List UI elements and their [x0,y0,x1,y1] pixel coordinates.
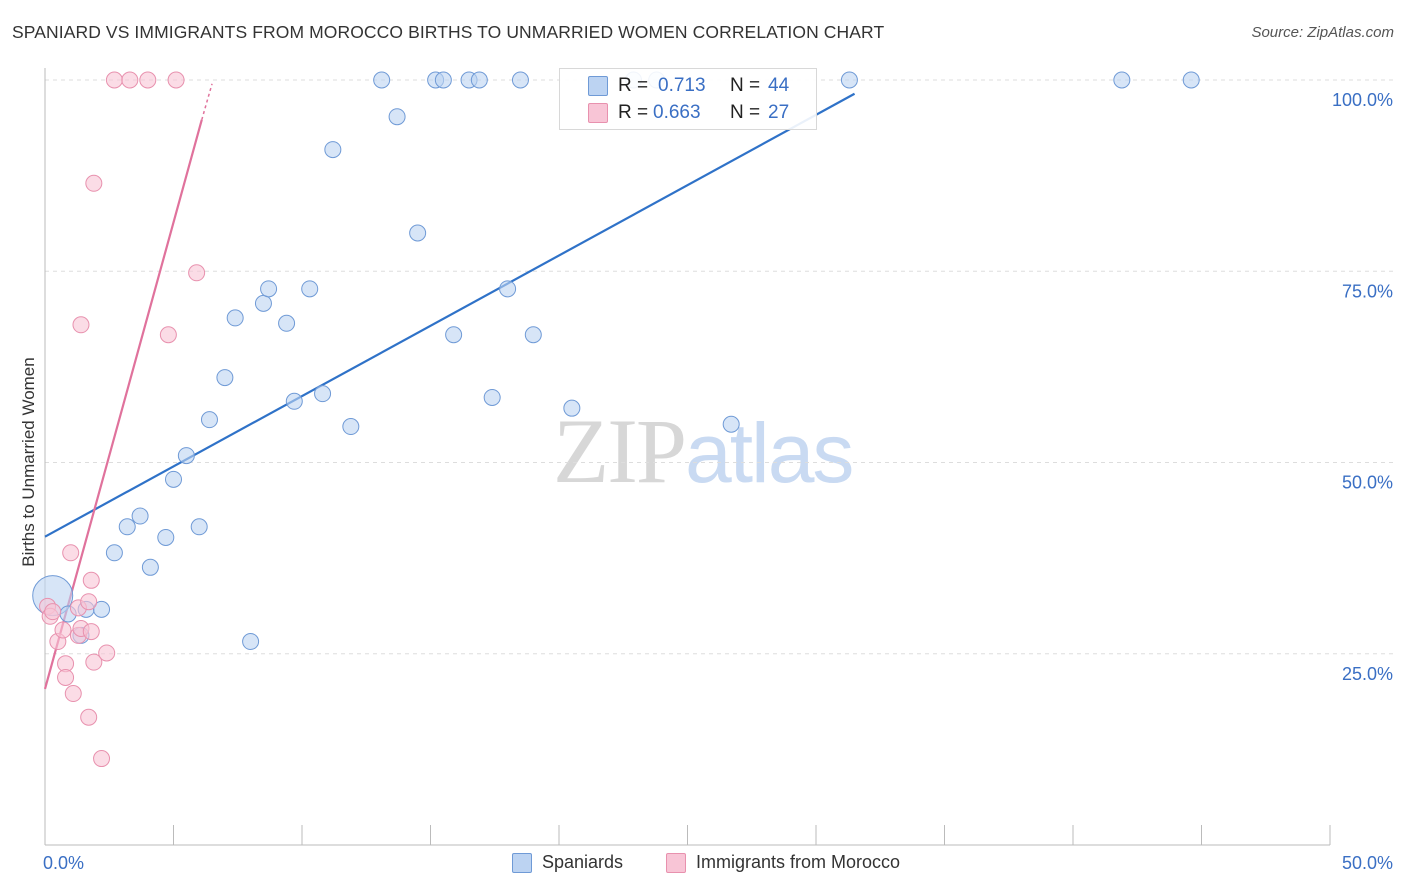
spaniard-point [105,544,123,562]
legend-swatch-pink [588,103,608,123]
spaniard-point [200,411,218,429]
x-tick-label: 0.0% [43,853,84,873]
spaniard-point [524,326,542,344]
spaniard-point [409,224,427,242]
spaniard-point [1113,71,1131,89]
spaniard-point [131,507,149,525]
morocco-point [80,708,98,726]
chart-title: SPANIARD VS IMMIGRANTS FROM MOROCCO BIRT… [12,22,885,42]
grid-lines [45,79,1395,655]
morocco-point [121,71,139,89]
spaniard-point [301,280,319,298]
morocco-point [44,603,62,621]
morocco-point [98,644,116,662]
morocco-point [54,621,72,639]
spaniard-point [254,294,272,312]
r-value: 0.663 [653,102,701,123]
spaniard-point [216,369,234,387]
n-value: 27 [768,102,790,123]
spaniard-point [141,558,159,576]
spaniard-point [499,280,517,298]
correlation-legend: R = 0.713 N = 44 R = 0.663 N = 27 [559,68,817,130]
spaniards-trend-line [44,92,856,538]
morocco-point [57,668,75,686]
spaniard-point [511,71,529,89]
y-tick-label: 75.0% [1342,281,1393,301]
spaniard-point [840,71,858,89]
spaniard-point [285,392,303,410]
spaniard-point [434,71,452,89]
y-tick-label: 25.0% [1342,664,1393,684]
spaniard-point [1182,71,1200,89]
r-value: 0.713 [658,75,706,96]
spaniard-point [190,518,208,536]
morocco-point [64,685,82,703]
morocco-point [85,653,103,671]
legend-label-spaniards: Spaniards [542,852,624,872]
spaniard-point [722,415,740,433]
morocco-point [159,326,177,344]
morocco-point [72,316,90,334]
spaniard-point [483,388,501,406]
spaniard-point [278,314,296,332]
spaniard-point [563,399,581,417]
morocco-trend-extension [201,83,213,120]
spaniard-point [242,633,260,651]
legend-row-spaniards: R = 0.713 N = 44 [560,73,816,99]
legend-label-morocco: Immigrants from Morocco [696,852,901,872]
morocco-point [82,623,100,641]
y-tick-label: 100.0% [1332,90,1393,110]
axes [44,68,1331,846]
morocco-point [80,593,98,611]
spaniard-point [388,108,406,126]
legend-swatch-blue [588,76,608,96]
spaniard-point [445,326,463,344]
spaniard-point [165,470,182,488]
series-legend: Spaniards Immigrants from Morocco [0,850,1406,878]
x-tick-label: 50.0% [1342,853,1393,873]
morocco-point [62,544,80,562]
spaniard-point [118,518,136,536]
spaniard-point [157,528,175,546]
trend-lines [43,83,856,690]
n-label: N = [730,75,761,96]
morocco-point [93,750,111,768]
morocco-point [82,571,100,589]
morocco-point [167,71,185,89]
y-tick-label: 50.0% [1342,473,1393,493]
spaniard-point [260,280,278,298]
legend-swatch-spaniards [512,853,532,873]
spaniard-point [324,141,342,159]
spaniard-point [93,600,111,618]
source-credit: Source: ZipAtlas.com [1251,24,1394,41]
n-value: 44 [768,75,790,96]
r-label: R = [618,75,649,96]
morocco-point [139,71,157,89]
morocco-point [105,71,123,89]
morocco-point [85,174,103,192]
spaniard-point [314,385,332,403]
spaniard-point [177,447,195,465]
tick-labels: 25.0% 50.0% 75.0% 100.0% 0.0% 50.0% [43,90,1393,873]
data-points [32,71,1200,768]
y-axis-label: Births to Unmarried Women [19,357,38,566]
spaniard-point [226,309,244,327]
morocco-point [188,264,206,282]
spaniard-point [470,71,488,89]
spaniard-point [373,71,391,89]
legend-swatch-morocco [666,853,686,873]
n-label: N = [730,102,761,123]
spaniard-point [342,418,360,436]
r-label: R = [618,102,649,123]
legend-row-morocco: R = 0.663 N = 27 [560,100,816,126]
